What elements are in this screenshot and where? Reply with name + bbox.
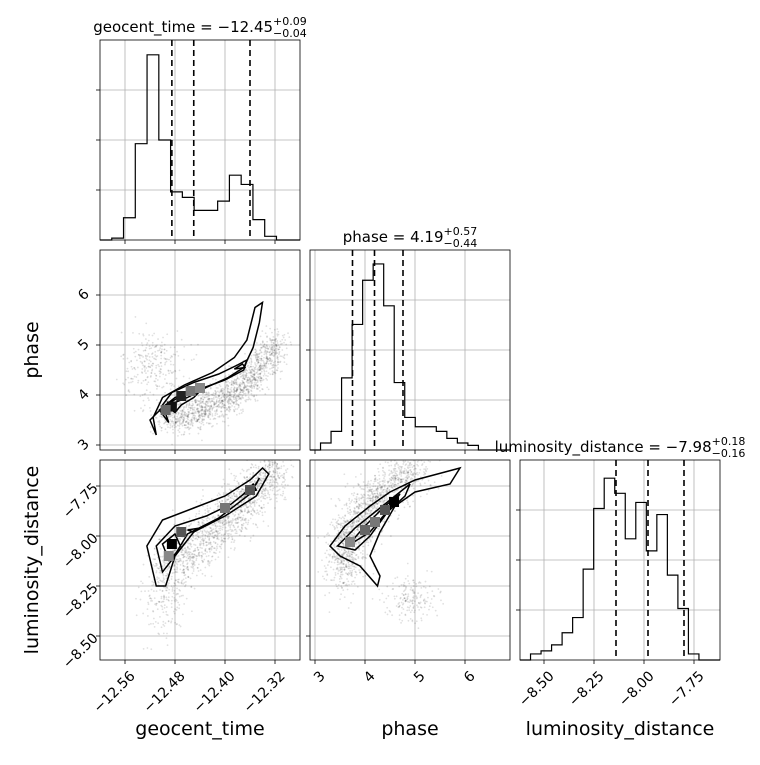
title-phase: phase = 4.19+0.57−0.44 <box>343 225 478 250</box>
y-tick-label-luminosity_distance: −7.75 <box>60 480 102 522</box>
title-lower-error: −0.44 <box>444 237 478 250</box>
x-axis-label-phase: phase <box>381 718 438 740</box>
y-tick-label-phase: 5 <box>75 336 93 354</box>
title-lower-error: −0.04 <box>273 27 307 40</box>
x-axis-label-geocent_time: geocent_time <box>135 718 264 740</box>
title-value: luminosity_distance = −7.98 <box>495 438 712 457</box>
x-tick-label-geocent_time: −12.40 <box>191 668 239 716</box>
hist-panel-phase: phase = 4.19+0.57−0.44 <box>306 225 510 454</box>
x-tick-label-geocent_time: −12.56 <box>91 668 139 716</box>
y-axis-label-phase: phase <box>21 321 43 378</box>
2d-panel-geocent_time-phase <box>96 250 300 454</box>
x-tick-label-luminosity_distance: −8.50 <box>516 668 558 710</box>
panel-frame <box>100 250 300 450</box>
x-tick-label-phase: 6 <box>461 668 479 686</box>
density-peak <box>164 551 174 561</box>
histogram-phase <box>310 264 510 450</box>
x-tick-label-luminosity_distance: −8.00 <box>616 668 658 710</box>
x-tick-label-phase: 4 <box>361 668 379 686</box>
density-peak <box>176 391 186 401</box>
title-value: phase = 4.19 <box>343 228 444 246</box>
y-tick-label-luminosity_distance: −8.00 <box>60 530 102 572</box>
density-peak <box>389 497 399 507</box>
y-tick-label-phase: 3 <box>75 436 93 454</box>
2d-panel-geocent_time-luminosity_distance <box>96 433 301 664</box>
density-peak <box>360 525 370 535</box>
2d-panel-phase-luminosity_distance <box>306 438 510 664</box>
density-peak <box>370 517 380 527</box>
density-peak <box>186 386 196 396</box>
x-tick-label-geocent_time: −12.32 <box>241 668 289 716</box>
y-tick-label-phase: 6 <box>75 286 93 304</box>
title-geocent_time: geocent_time = −12.45+0.09−0.04 <box>93 15 307 40</box>
title-luminosity_distance: luminosity_distance = −7.98+0.18−0.16 <box>495 435 746 460</box>
scatter-points <box>317 438 444 629</box>
y-tick-label-phase: 4 <box>75 386 93 404</box>
x-tick-label-luminosity_distance: −7.75 <box>666 668 708 710</box>
density-peak <box>195 383 205 393</box>
x-tick-label-geocent_time: −12.48 <box>141 668 189 716</box>
y-tick-label-luminosity_distance: −8.25 <box>60 580 102 622</box>
x-tick-label-luminosity_distance: −8.25 <box>566 668 608 710</box>
histogram-geocent_time <box>100 55 300 240</box>
density-peak <box>380 505 390 515</box>
x-tick-label-phase: 3 <box>311 668 329 686</box>
hist-panel-luminosity_distance: luminosity_distance = −7.98+0.18−0.16 <box>495 435 746 664</box>
density-peak <box>345 537 355 547</box>
y-axis-label-luminosity_distance: luminosity_distance <box>21 466 43 655</box>
x-axis-label-luminosity_distance: luminosity_distance <box>526 718 715 740</box>
density-peak <box>167 539 177 549</box>
panel-frame <box>310 460 510 660</box>
density-peak <box>220 503 230 513</box>
histogram-luminosity_distance <box>520 478 720 660</box>
y-tick-label-luminosity_distance: −8.50 <box>60 630 102 672</box>
x-tick-label-phase: 5 <box>411 668 429 686</box>
density-peak <box>176 527 186 537</box>
title-lower-error: −0.16 <box>712 447 746 460</box>
hist-panel-geocent_time: geocent_time = −12.45+0.09−0.04 <box>93 15 307 244</box>
density-peak <box>245 485 255 495</box>
title-value: geocent_time = −12.45 <box>93 18 273 37</box>
density-peak <box>161 405 171 415</box>
